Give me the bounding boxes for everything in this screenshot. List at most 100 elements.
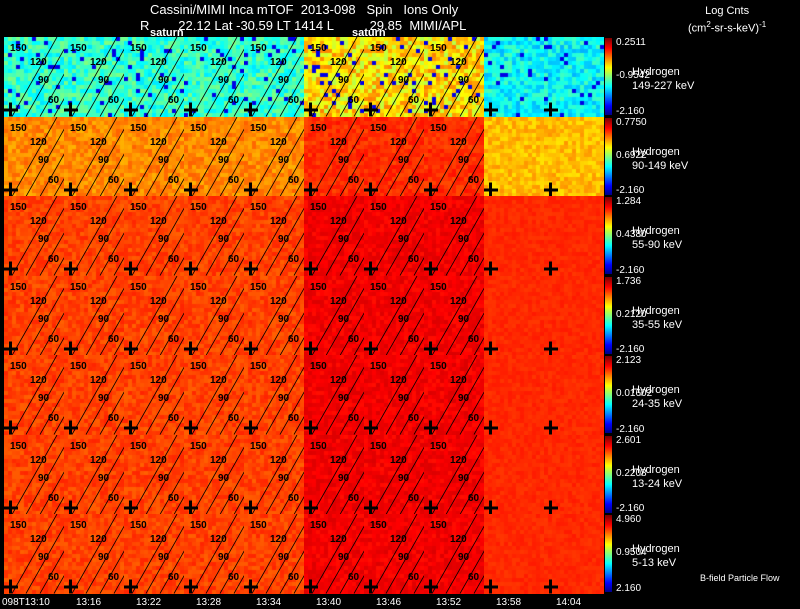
contour-arc	[25, 48, 64, 117]
contour-arc	[145, 48, 184, 117]
spectrogram-cell: 150 120 90 60	[184, 116, 244, 196]
contour-arc	[431, 275, 478, 355]
contour-arc	[473, 177, 484, 196]
contour-arc	[459, 153, 484, 196]
contour-arc	[311, 434, 358, 514]
contour-arc	[145, 525, 184, 594]
ring-label: 90	[218, 393, 230, 404]
spectrogram-cell: 150 120 90 60	[244, 275, 304, 355]
crosshair-marker	[124, 261, 138, 276]
ring-label: 150	[430, 281, 447, 293]
crosshair-marker	[4, 182, 18, 196]
species-label: Hydrogen 90-149 keV	[632, 145, 688, 173]
time-tick-label: 13:46	[376, 597, 402, 608]
crosshair-marker	[424, 341, 438, 355]
contour-arc	[339, 312, 364, 355]
ring-label: 60	[228, 95, 240, 106]
pitch-angle-contours	[371, 37, 424, 117]
spectrogram-cell	[544, 355, 604, 435]
crosshair-marker	[544, 261, 558, 276]
ring-label: 120	[210, 454, 227, 466]
spectrogram-cell	[484, 434, 544, 514]
contour-arc	[251, 434, 298, 514]
contour-arc	[113, 257, 124, 276]
ring-label: 120	[30, 534, 47, 545]
ring-label: 60	[48, 174, 60, 186]
contour-arc	[25, 287, 64, 355]
contour-arc	[85, 446, 124, 514]
ring-label: 120	[30, 454, 47, 466]
contour-arc	[413, 495, 424, 514]
ring-label: 60	[48, 413, 60, 424]
ring-label: 90	[338, 472, 350, 484]
spectrogram-cell: 150 120 90 60	[64, 37, 124, 117]
contour-arc	[25, 525, 64, 594]
ring-label: 150	[190, 281, 207, 293]
contour-arc	[431, 116, 478, 196]
pitch-angle-contours	[191, 434, 244, 514]
crosshair-marker	[364, 261, 378, 276]
contour-arc	[325, 207, 364, 276]
contour-arc	[99, 73, 124, 117]
contour-arc	[39, 471, 64, 514]
spectrogram-cell: 150 120 90 60	[304, 434, 364, 514]
ring-label: 60	[168, 95, 180, 106]
ring-label: 90	[98, 234, 110, 245]
ring-label: 120	[30, 375, 47, 386]
colorbar-mid: 0.9504	[616, 547, 647, 558]
contour-arc	[251, 275, 298, 355]
contour-arc	[205, 525, 244, 594]
saturn-label: saturn	[150, 27, 184, 39]
species-label: Hydrogen 149-227 keV	[632, 65, 694, 93]
energy-range: 13-24 keV	[632, 477, 683, 490]
spectrogram-cell: 150 120 90 60	[424, 434, 484, 514]
spectrogram-cell: 150 120 90 60	[64, 275, 124, 355]
spectrogram-cell: 150 120 90 60	[244, 37, 304, 117]
ring-label: 120	[210, 136, 227, 148]
contour-arc	[431, 196, 478, 276]
contour-arc	[459, 73, 484, 117]
ring-label: 90	[98, 472, 110, 484]
spectrogram-cell: 150 120 90 60	[304, 37, 364, 117]
contour-arc	[99, 391, 124, 435]
pitch-angle-contours	[191, 355, 244, 435]
crosshair-marker	[64, 579, 78, 594]
contour-arc	[71, 275, 118, 355]
contour-arc	[113, 495, 124, 514]
spectrogram-cell: 150 120 90 60	[184, 434, 244, 514]
contour-arc	[131, 355, 178, 435]
ring-label: 90	[458, 75, 470, 86]
ring-label: 60	[348, 95, 360, 106]
colorbar-mid: 0.2120	[616, 308, 647, 320]
crosshair-marker	[304, 261, 318, 276]
contour-arc	[53, 257, 64, 276]
ring-label: 90	[98, 393, 110, 404]
ring-label: 60	[168, 174, 180, 186]
contour-arc	[413, 257, 424, 276]
colorbar-max: 1.736	[616, 275, 642, 287]
contour-arc	[39, 550, 64, 594]
spectrogram-cell: 150 120 90 60	[124, 355, 184, 435]
contour-arc	[311, 116, 358, 196]
ring-label: 60	[168, 572, 180, 583]
ring-label: 90	[98, 75, 110, 86]
ring-label: 120	[270, 295, 287, 307]
contour-arc	[279, 232, 304, 276]
contour-arc	[279, 153, 304, 196]
energy-range: 24-35 keV	[632, 398, 683, 410]
pitch-angle-contours	[431, 37, 484, 117]
time-tick-label: 13:34	[256, 597, 282, 608]
ring-label: 60	[468, 333, 480, 345]
ring-label: 150	[10, 122, 27, 134]
pitch-angle-contours	[131, 514, 184, 594]
time-tick-label: 098T13:10	[2, 597, 50, 608]
contour-arc	[413, 98, 424, 117]
ring-label: 60	[288, 95, 300, 106]
contour-arc	[399, 73, 424, 117]
crosshair-marker	[364, 182, 378, 196]
crosshair-marker	[4, 420, 18, 435]
crosshair-marker	[184, 182, 198, 196]
contour-arc	[445, 366, 484, 435]
ring-label: 150	[250, 202, 267, 213]
ring-label: 60	[108, 413, 120, 424]
